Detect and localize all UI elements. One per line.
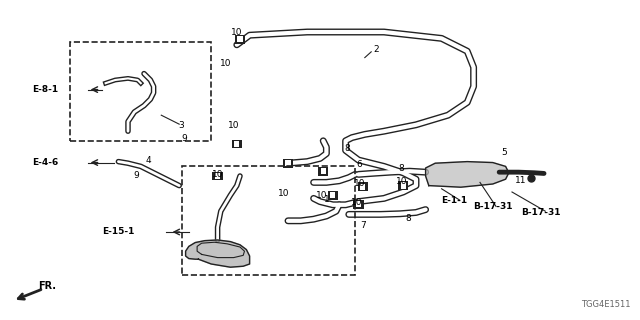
Text: 2: 2 (374, 45, 379, 54)
Text: 10: 10 (220, 59, 231, 68)
Text: 10: 10 (316, 191, 328, 200)
Text: B-17-31: B-17-31 (473, 202, 513, 211)
Text: 10: 10 (396, 177, 408, 186)
Bar (356, 201, 361, 207)
Text: E-8-1: E-8-1 (32, 85, 58, 94)
Bar (360, 184, 365, 190)
Text: 7: 7 (361, 221, 366, 230)
Text: 4: 4 (146, 156, 151, 165)
Bar (398, 181, 408, 190)
Bar (353, 200, 364, 209)
Bar (212, 172, 223, 180)
Polygon shape (186, 240, 250, 267)
Text: 10: 10 (354, 179, 365, 188)
Text: 10: 10 (228, 121, 239, 130)
Text: 8: 8 (406, 214, 411, 223)
Text: B-17-31: B-17-31 (521, 208, 561, 217)
Bar (285, 160, 291, 166)
Text: 9: 9 (182, 134, 187, 143)
Bar (237, 36, 243, 42)
Text: 1: 1 (324, 195, 329, 204)
Text: 8: 8 (345, 144, 350, 153)
Bar (401, 182, 406, 189)
Bar (235, 35, 245, 44)
Bar (358, 182, 368, 191)
Text: 6: 6 (357, 160, 362, 169)
Bar (283, 159, 293, 168)
Bar (330, 192, 335, 198)
Text: 9: 9 (134, 171, 139, 180)
Text: 5: 5 (502, 148, 507, 157)
Bar (318, 167, 328, 176)
Text: E-4-6: E-4-6 (31, 158, 58, 167)
Text: 3: 3 (179, 121, 184, 130)
Text: 10: 10 (212, 170, 223, 179)
Text: FR.: FR. (38, 281, 56, 291)
Polygon shape (426, 162, 509, 187)
Bar (234, 141, 239, 147)
Bar (321, 168, 326, 174)
Text: 10: 10 (351, 198, 363, 207)
Text: 11: 11 (515, 176, 526, 185)
Text: 10: 10 (278, 189, 289, 198)
Text: E-1-1: E-1-1 (442, 196, 467, 204)
Bar (328, 191, 338, 200)
Text: E-15-1: E-15-1 (102, 228, 134, 236)
Text: TGG4E1511: TGG4E1511 (581, 300, 630, 309)
Text: 10: 10 (231, 28, 243, 36)
Bar (232, 140, 242, 148)
Bar (215, 173, 220, 179)
Text: 8: 8 (399, 164, 404, 173)
